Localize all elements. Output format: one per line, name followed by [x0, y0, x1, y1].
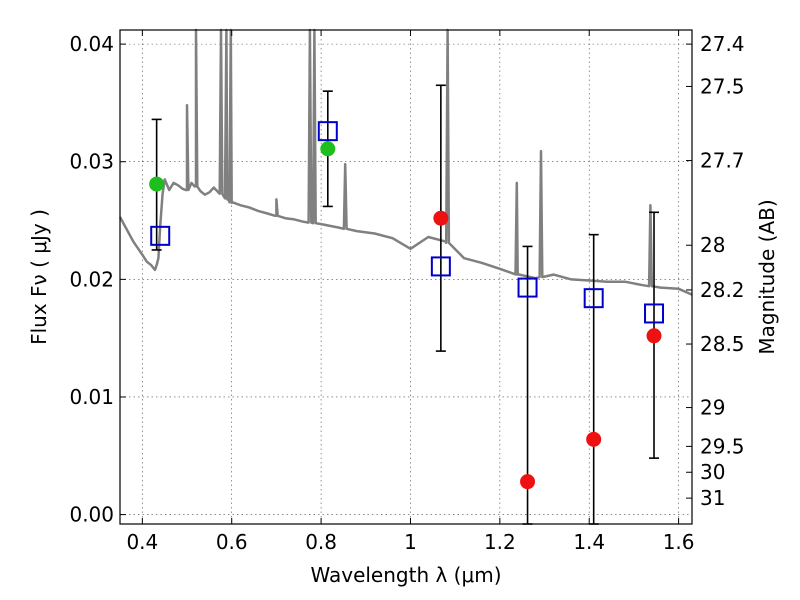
- right-tick-label: 28.2: [700, 278, 745, 302]
- right-tick-label: 28: [700, 233, 725, 257]
- model-point: [583, 288, 604, 309]
- spectrum-line: [118, 28, 693, 296]
- right-tick-label: 27.7: [700, 149, 745, 173]
- right-tick-label: 29.5: [700, 434, 745, 458]
- markers: [149, 121, 665, 490]
- x-tick-label: 0.6: [216, 530, 248, 554]
- detection-point: [433, 210, 449, 226]
- model-point: [430, 256, 451, 277]
- y-tick-label: 0.00: [69, 503, 114, 527]
- right-tick-label: 27.4: [700, 32, 745, 56]
- model-point: [150, 225, 171, 246]
- y-tick-label: 0.03: [69, 150, 114, 174]
- y-axis-right-label: Magnitude (AB): [755, 199, 779, 354]
- right-tick-label: 27.5: [700, 74, 745, 98]
- right-tick-label: 31: [700, 486, 725, 510]
- x-tick-label: 1.6: [663, 530, 695, 554]
- model-point: [517, 277, 538, 298]
- right-tick-label: 28.5: [700, 332, 745, 356]
- spectrum-layer: [118, 28, 693, 296]
- detection-point: [520, 474, 536, 490]
- grid-lines: [120, 30, 692, 524]
- detection-point: [646, 328, 662, 344]
- model-point: [644, 303, 665, 324]
- x-tick-label: 1: [404, 530, 417, 554]
- plot-frame: [119, 29, 693, 525]
- model-point: [317, 121, 338, 142]
- x-axis: 0.4 0.6 0.8 1 1.2 1.4 1.6: [126, 30, 695, 554]
- detection-point: [586, 431, 602, 447]
- right-tick-label: 30: [700, 460, 725, 484]
- x-axis-label: Wavelength λ (μm): [310, 563, 501, 587]
- y-tick-label: 0.01: [69, 385, 114, 409]
- detection-point: [320, 141, 336, 157]
- x-tick-label: 0.4: [126, 530, 158, 554]
- y-tick-label: 0.02: [69, 267, 114, 291]
- x-tick-label: 1.2: [484, 530, 516, 554]
- right-tick-label: 29: [700, 396, 725, 420]
- x-tick-label: 1.4: [573, 530, 605, 554]
- x-tick-label: 0.8: [305, 530, 337, 554]
- detection-point: [149, 176, 165, 192]
- y-axis-label: Flux Fν ( μJy ): [27, 209, 51, 345]
- y-tick-label: 0.04: [69, 32, 114, 56]
- y-axis-left: 0.00 0.01 0.02 0.03 0.04: [69, 32, 126, 527]
